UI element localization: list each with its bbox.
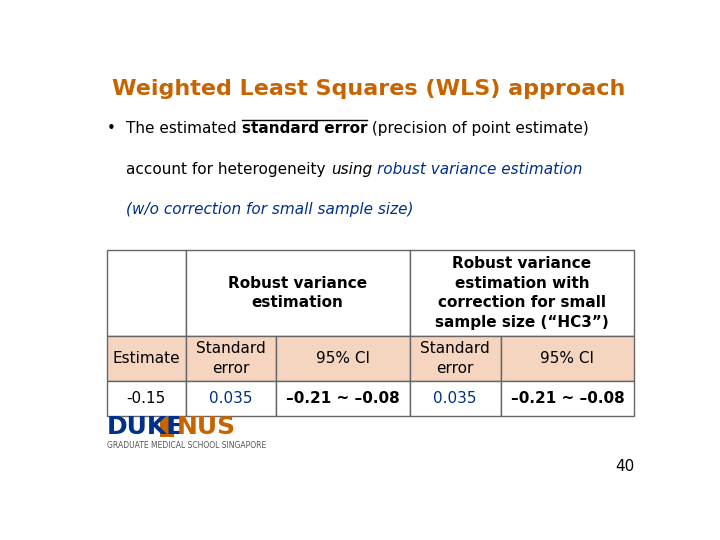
Bar (186, 381, 276, 416)
Bar (410, 381, 500, 416)
Text: Standard
error: Standard error (420, 341, 490, 376)
Text: using: using (330, 161, 372, 177)
Text: account for heterogeneity: account for heterogeneity (126, 161, 330, 177)
Text: (w/o correction for small sample size): (w/o correction for small sample size) (126, 202, 414, 218)
Text: Standard
error: Standard error (196, 341, 266, 376)
Text: standard error: standard error (242, 121, 367, 136)
Text: (precision of point estimate): (precision of point estimate) (367, 121, 589, 136)
Text: •: • (107, 121, 116, 136)
Text: –0.21 ~ –0.08: –0.21 ~ –0.08 (287, 391, 400, 406)
Text: NUS: NUS (176, 415, 235, 439)
Bar (276, 381, 410, 416)
Text: DUKE: DUKE (107, 415, 184, 439)
Text: 40: 40 (615, 460, 634, 474)
Text: 95% CI: 95% CI (541, 352, 595, 366)
Text: robust variance estimation: robust variance estimation (377, 161, 582, 177)
Text: -0.15: -0.15 (127, 391, 166, 406)
Bar (500, 381, 634, 416)
Text: Estimate: Estimate (112, 352, 180, 366)
Text: Robust variance
estimation with
correction for small
sample size (“HC3”): Robust variance estimation with correcti… (435, 256, 609, 330)
Text: 0.035: 0.035 (433, 391, 477, 406)
Text: –0.21 ~ –0.08: –0.21 ~ –0.08 (510, 391, 624, 406)
Bar (107, 381, 186, 416)
Text: Robust variance
estimation: Robust variance estimation (228, 276, 367, 310)
Text: 95% CI: 95% CI (316, 352, 370, 366)
Text: Weighted Least Squares (WLS) approach: Weighted Least Squares (WLS) approach (112, 79, 626, 99)
Text: The estimated: The estimated (126, 121, 242, 136)
Text: GRADUATE MEDICAL SCHOOL SINGAPORE: GRADUATE MEDICAL SCHOOL SINGAPORE (107, 441, 266, 450)
Bar (160, 417, 174, 437)
Text: 0.035: 0.035 (210, 391, 253, 406)
